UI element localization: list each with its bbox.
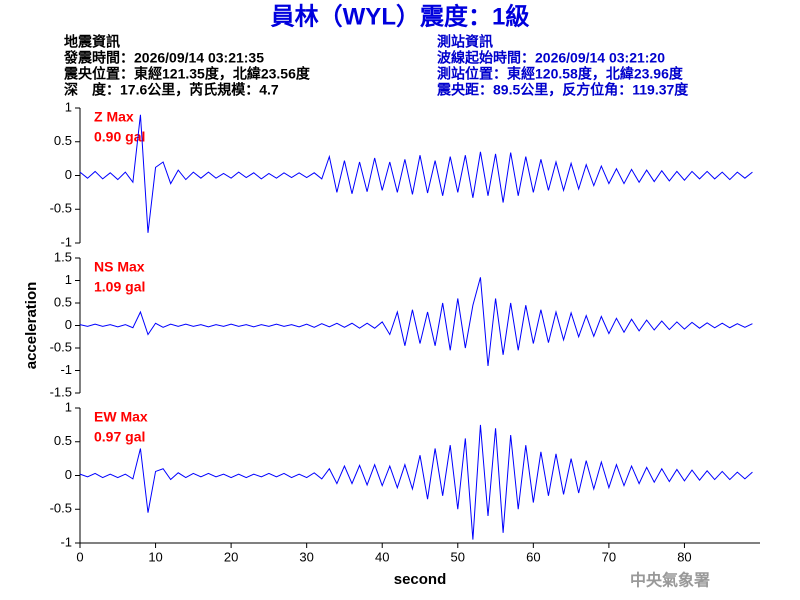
y-tick-label: -0.5 [50, 201, 72, 216]
title: 員林（WYL）震度：1級 [270, 2, 530, 30]
y-tick-label: 1 [65, 99, 72, 114]
y-tick-label: -1 [60, 234, 72, 249]
y-tick-label: 1.5 [54, 249, 72, 264]
y-tick-label: -1.5 [50, 384, 72, 399]
y-tick-label: 1 [65, 399, 72, 414]
earthquake-info: 深 度：17.6公里，芮氏規模：4.7 [64, 82, 279, 98]
x-tick-label: 30 [299, 549, 313, 564]
max-annotation: Z Max [94, 109, 134, 125]
station-info: 波線起始時間：2026/09/14 03:21:20 [437, 50, 665, 66]
y-tick-label: 0.5 [54, 294, 72, 309]
x-axis-label: second [394, 571, 447, 588]
station-info: 測站資訊 [437, 34, 493, 50]
x-tick-label: 80 [677, 549, 691, 564]
x-tick-label: 40 [375, 549, 389, 564]
y-tick-label: 1 [65, 272, 72, 287]
x-tick-label: 20 [224, 549, 238, 564]
y-tick-label: 0.5 [54, 133, 72, 148]
x-tick-label: 0 [76, 549, 83, 564]
y-tick-label: -1 [60, 362, 72, 377]
x-tick-label: 50 [451, 549, 465, 564]
footer-logo: 中央氣象署 [630, 571, 710, 590]
waveform [79, 114, 753, 233]
y-tick-label: 0 [65, 317, 72, 332]
max-annotation: 0.90 gal [94, 129, 145, 145]
max-annotation: NS Max [94, 259, 145, 275]
y-tick-label: 0 [65, 167, 72, 182]
station-info: 測站位置：東經120.58度，北緯23.96度 [437, 66, 684, 82]
y-tick-label: -1 [60, 534, 72, 549]
earthquake-info: 地震資訊 [64, 34, 120, 50]
earthquake-info: 震央位置：東經121.35度，北緯23.56度 [63, 66, 311, 82]
y-axis-label: acceleration [23, 282, 40, 370]
y-tick-label: 0.5 [54, 433, 72, 448]
x-tick-label: 60 [526, 549, 540, 564]
y-tick-label: 0 [65, 467, 72, 482]
x-tick-label: 10 [148, 549, 162, 564]
station-info: 震央距：89.5公里，反方位角：119.37度 [436, 82, 689, 98]
max-annotation: 0.97 gal [94, 429, 145, 445]
y-tick-label: -0.5 [50, 339, 72, 354]
x-tick-label: 70 [602, 549, 616, 564]
waveform [79, 277, 753, 367]
max-annotation: 1.09 gal [94, 279, 145, 295]
waveform [79, 424, 753, 540]
max-annotation: EW Max [94, 409, 148, 425]
y-tick-label: -0.5 [50, 501, 72, 516]
earthquake-info: 發震時間：2026/09/14 03:21:35 [63, 50, 264, 66]
